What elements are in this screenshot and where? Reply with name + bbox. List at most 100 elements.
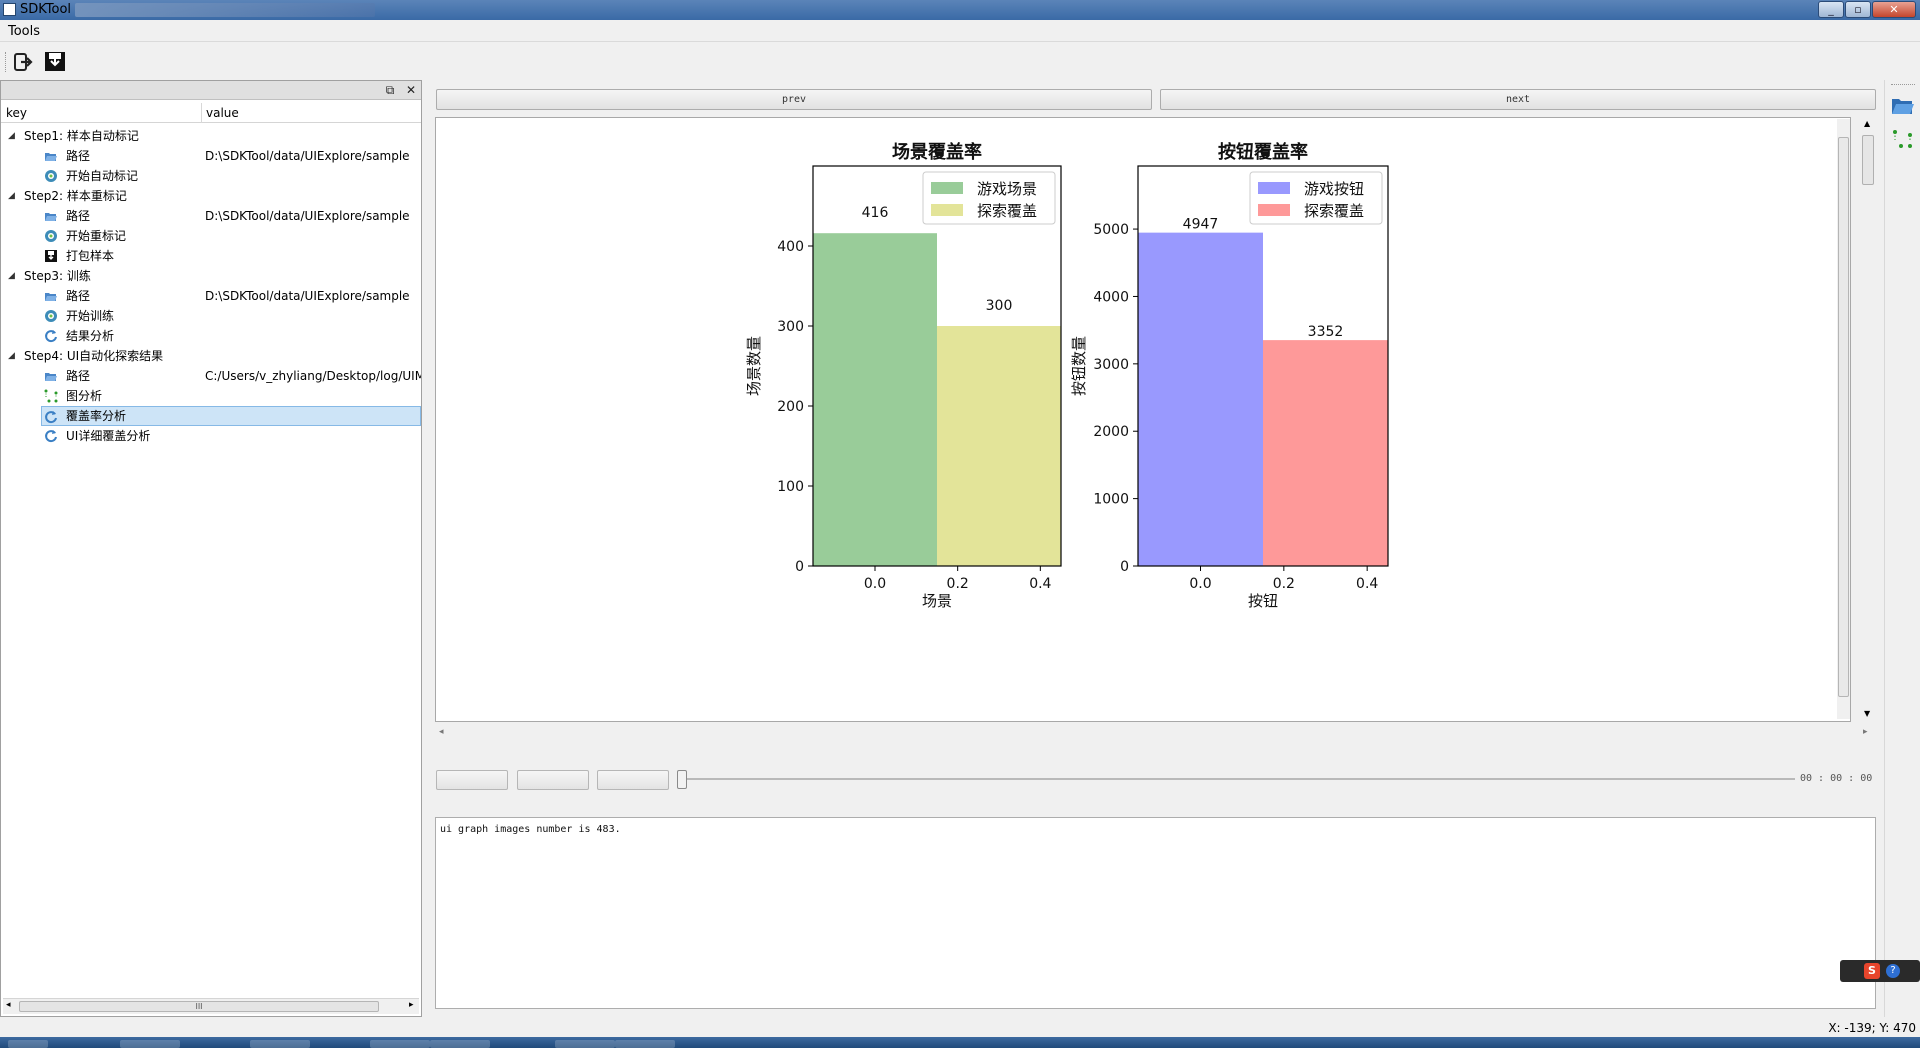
scrollbar-thumb[interactable] [1838,137,1849,697]
x-tick-label: 0.2 [1273,576,1295,592]
tree-item-step1-path[interactable]: 路径 D:\SDKTool/data/UIExplore/sample [1,146,421,166]
column-key-header[interactable]: key [6,106,28,120]
legend-label: 探索覆盖 [1304,202,1364,220]
taskbar-item[interactable] [120,1040,180,1048]
tree-item-start-auto-label[interactable]: 开始自动标记 [1,166,421,186]
tree-item-ui-detail-coverage[interactable]: UI详细覆盖分析 [1,426,421,446]
menu-tools[interactable]: Tools [8,24,41,39]
tree-item-value: D:\SDKTool/data/UIExplore/sample [205,289,410,303]
y-tick-label: 0 [1120,559,1129,575]
tree-header: key value [1,103,421,123]
scrollbar-thumb[interactable]: III [19,1001,379,1012]
tree-item-step4-path[interactable]: 路径 C:/Users/v_zhyliang/Desktop/log/UIM [1,366,421,386]
tree-item-result-analysis[interactable]: 结果分析 [1,326,421,346]
playback-slider-handle[interactable] [677,770,687,789]
tree-item-step3[interactable]: ◢ Step3: 训练 [1,266,421,286]
stop-button[interactable] [597,770,669,790]
tree-item-label: 结果分析 [66,329,115,343]
tree-item-label: 路径 [66,209,91,223]
collapse-arrow-icon[interactable]: ◢ [8,131,15,141]
strip-grip [1891,84,1915,88]
column-value-header[interactable]: value [206,106,239,120]
y-tick-label: 400 [777,239,804,255]
tree-item-pack-samples[interactable]: 打包样本 [1,246,421,266]
dock-horizontal-scrollbar[interactable]: ◂ III ▸ [3,998,419,1014]
play-button[interactable] [436,770,508,790]
scroll-up-icon[interactable]: ▲ [1864,119,1871,128]
x-axis-label: 场景 [922,592,952,610]
y-tick-label: 200 [777,399,804,415]
next-button[interactable]: next [1160,89,1876,110]
dock-close-button[interactable]: ✕ [405,83,417,97]
taskbar-item[interactable] [615,1040,675,1048]
log-output[interactable]: ui graph images number is 483. [435,817,1876,1009]
tree-item-label: Step1: 样本自动标记 [24,129,139,143]
figure-horizontal-scrollbar[interactable]: ◂ ▸ [435,726,1875,742]
scroll-right-icon[interactable]: ▸ [1863,727,1868,737]
legend-label: 探索覆盖 [977,202,1037,220]
pause-button[interactable] [517,770,589,790]
save-icon[interactable] [44,50,66,72]
y-tick-label: 2000 [1093,424,1129,440]
taskbar-item[interactable] [370,1040,430,1048]
collapse-arrow-icon[interactable]: ◢ [8,351,15,361]
tree-item-step2-path[interactable]: 路径 D:\SDKTool/data/UIExplore/sample [1,206,421,226]
dock-float-button[interactable]: ⧉ [385,83,395,97]
tree-item-step2[interactable]: ◢ Step2: 样本重标记 [1,186,421,206]
scroll-down-icon[interactable]: ▼ [1864,709,1871,718]
minimize-button[interactable]: _ [1818,1,1844,18]
tree-item-label: 路径 [66,149,91,163]
collapse-arrow-icon[interactable]: ◢ [8,191,15,201]
tree-item-label: 开始重标记 [66,229,127,243]
taskbar-item[interactable] [555,1040,615,1048]
scroll-right-icon[interactable]: ▸ [409,1000,414,1010]
bar-1 [813,233,937,566]
y-tick-label: 5000 [1093,222,1129,238]
tree-item-graph-analysis[interactable]: 图分析 [1,386,421,406]
collapse-arrow-icon[interactable]: ◢ [8,271,15,281]
y-tick-label: 1000 [1093,492,1129,508]
tree-item-step1[interactable]: ◢ Step1: 样本自动标记 [1,126,421,146]
exit-icon[interactable] [13,51,35,73]
ime-logo-icon[interactable]: S [1864,963,1880,979]
y-axis-label: 场景数量 [745,336,763,396]
y-tick-label: 0 [795,559,804,575]
scroll-left-icon[interactable]: ◂ [439,727,444,737]
os-taskbar [0,1037,1920,1048]
tree-item-step3-path[interactable]: 路径 D:\SDKTool/data/UIExplore/sample [1,286,421,306]
figure-vertical-scrollbar[interactable] [1837,119,1850,719]
tree-item-coverage-analysis[interactable]: 覆盖率分析 [41,406,421,426]
playback-slider-track[interactable] [680,778,1795,780]
tree-item-start-relabel[interactable]: 开始重标记 [1,226,421,246]
legend-swatch [1258,204,1290,216]
y-tick-label: 100 [777,479,804,495]
y-axis-label: 按钮数量 [1070,336,1088,396]
maximize-button[interactable]: ▫ [1845,1,1871,18]
log-line: ui graph images number is 483. [440,824,621,835]
taskbar-item[interactable] [250,1040,310,1048]
prev-button[interactable]: prev [436,89,1152,110]
scrollbar-thumb[interactable] [1862,135,1874,185]
bar-1 [1138,232,1263,566]
data-label: 300 [986,298,1013,314]
page-vertical-scrollbar[interactable]: ▲ ▼ [1860,117,1876,722]
graph-icon[interactable] [1892,128,1914,150]
close-button[interactable]: ✕ [1872,1,1916,18]
tree-item-step4[interactable]: ◢ Step4: UI自动化探索结果 [1,346,421,366]
tree-item-label: Step2: 样本重标记 [24,189,127,203]
data-label: 3352 [1308,324,1344,340]
plot-frame [1137,165,1389,567]
scroll-left-icon[interactable]: ◂ [6,1000,11,1010]
start-button[interactable] [8,1040,48,1048]
help-icon[interactable]: ? [1886,964,1900,978]
ime-toolbar[interactable]: S ? [1840,960,1920,982]
package-icon [45,250,57,262]
open-folder-icon[interactable] [1891,94,1915,116]
x-tick-label: 0.0 [864,576,886,592]
tree-item-start-training[interactable]: 开始训练 [1,306,421,326]
refresh-icon [45,411,57,424]
taskbar-item[interactable] [430,1040,490,1048]
title-bar: SDKTool _ ▫ ✕ [0,0,1920,20]
menu-bar: Tools [0,20,1920,42]
